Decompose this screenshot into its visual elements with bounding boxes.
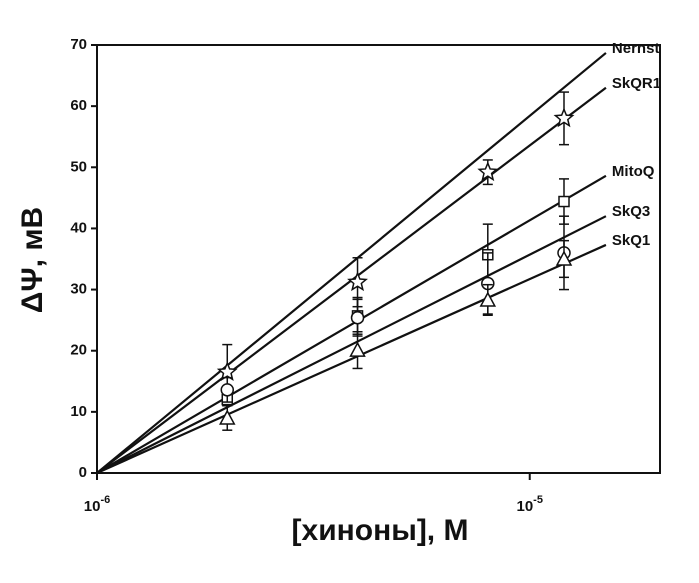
y-tick-label: 40 [70,219,87,236]
fit-line [96,174,607,474]
y-tick-label: 10 [70,403,87,420]
point [479,291,497,307]
point [219,409,236,425]
y-tick-label: 0 [79,464,87,481]
point [477,161,499,182]
y-tick-label: 60 [70,97,87,114]
point [558,195,570,208]
x-tick-base: 10 [516,498,533,515]
x-axis-label: [хиноны], М [292,514,469,547]
x-tick-base: 10 [84,498,101,515]
x-tick-label: 10-5 [516,494,542,515]
series-label: SkQR1 [612,75,661,92]
series-label: Nernst [612,40,660,57]
y-axis-label: ΔΨ, мВ [16,207,49,313]
x-tick-exponent: -6 [100,494,110,506]
point [555,250,573,266]
point [350,310,365,325]
series-label: SkQ3 [612,203,650,220]
point [553,107,575,128]
fit-line [96,243,607,475]
y-tick-label: 70 [70,36,87,53]
x-tick-exponent: -5 [533,494,543,506]
point [216,361,238,382]
series-label: SkQ1 [612,232,650,249]
fit-line [96,52,607,474]
plot-frame [96,44,661,474]
y-tick-label: 20 [70,342,87,359]
y-tick-label: 30 [70,281,87,298]
point [220,383,235,397]
y-tick-label: 50 [70,158,87,175]
series-label: MitoQ [612,163,655,180]
point [349,341,366,357]
fit-line [96,215,607,474]
point [347,271,368,292]
x-tick-label: 10-6 [84,494,110,515]
